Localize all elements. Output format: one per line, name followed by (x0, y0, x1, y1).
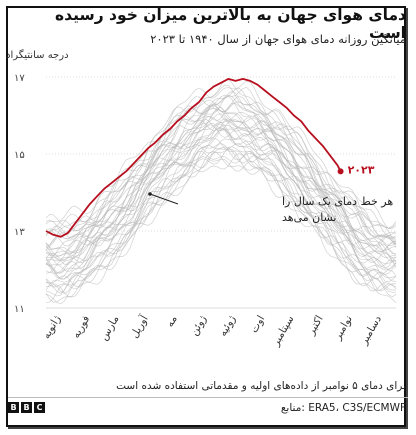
history-line (45, 143, 397, 294)
history-line (45, 103, 397, 253)
history-line (45, 107, 397, 257)
highlight-series: ۲۰۲۳ (45, 78, 375, 238)
history-line (45, 113, 397, 266)
history-line (45, 84, 397, 236)
annotation-pointer (149, 193, 179, 205)
annotation-pointer-dot (148, 192, 152, 196)
annotation-text: هر خط دمای یک سال را (282, 195, 393, 208)
highlight-end-point (337, 168, 344, 175)
highlight-series-label: ۲۰۲۳ (348, 163, 375, 176)
grid-lines (46, 76, 396, 309)
y-axis-unit-label: درجه سانتیگراد (6, 50, 69, 61)
history-line (45, 133, 397, 283)
history-line (45, 153, 397, 304)
bbc-logo-letter: B (21, 402, 32, 413)
history-line (45, 124, 397, 273)
bbc-logo: B B C (8, 402, 45, 413)
bbc-logo-letter: B (8, 402, 19, 413)
history-line (45, 117, 397, 265)
x-tick-label: مه (164, 314, 180, 330)
history-line (45, 145, 397, 294)
x-tick-label: آوریل (127, 312, 151, 340)
chart-title: دمای هوای جهان به بالاترین میزان خود رسی… (55, 6, 406, 42)
history-line (45, 156, 397, 305)
x-tick-labels: ژانویه فوریه مارس آوریل مه ژوئن ژوئیه اوت سپتامب… (40, 312, 384, 349)
history-line (45, 87, 397, 236)
history-line (45, 118, 397, 270)
footnote: برای دمای ۵ نوامبر از داده‌های اولیه و م… (116, 380, 406, 392)
chart-subtitle: میانگین روزانه دمای هوای جهان از سال ۱۹۴… (150, 32, 406, 46)
x-tick-label: ژوئیه (217, 314, 238, 339)
x-tick-label: مارس (98, 314, 122, 343)
history-line (45, 150, 397, 297)
y-tick-label: ۱۳ (14, 227, 25, 238)
history-line (45, 87, 397, 237)
highlight-line (45, 78, 342, 238)
x-tick-label: اکتبر (305, 314, 326, 338)
history-line (46, 115, 397, 266)
history-line (45, 117, 397, 262)
history-line (45, 138, 397, 288)
source-credit: منابع: ERA5، C3S/ECMWF (280, 402, 406, 414)
x-tick-label: ژوئن (188, 314, 209, 338)
history-lines (45, 79, 397, 305)
annotation-text: نشان می‌هد (282, 211, 336, 224)
history-line (45, 80, 397, 229)
y-tick-labels: ۱۱ ۱۳ ۱۵ ۱۷ (14, 73, 25, 315)
history-line (45, 95, 397, 247)
x-tick-label: اوت (248, 314, 267, 335)
bbc-logo-letter: C (34, 402, 45, 413)
x-tick-label: دسامبر (357, 313, 384, 347)
footer-divider (8, 397, 408, 398)
x-tick-label: ژانویه (40, 314, 63, 342)
y-tick-label: ۱۱ (14, 304, 25, 315)
x-tick-label: فوریه (70, 314, 92, 341)
history-line (45, 99, 397, 247)
history-line (45, 146, 397, 298)
x-tick-label: نوامبر (331, 314, 355, 343)
y-tick-label: ۱۷ (14, 73, 25, 84)
y-tick-label: ۱۵ (14, 150, 25, 161)
annotation: هر خط دمای یک سال را نشان می‌هد (148, 192, 393, 224)
x-tick-label: سپتامبر (269, 314, 296, 349)
